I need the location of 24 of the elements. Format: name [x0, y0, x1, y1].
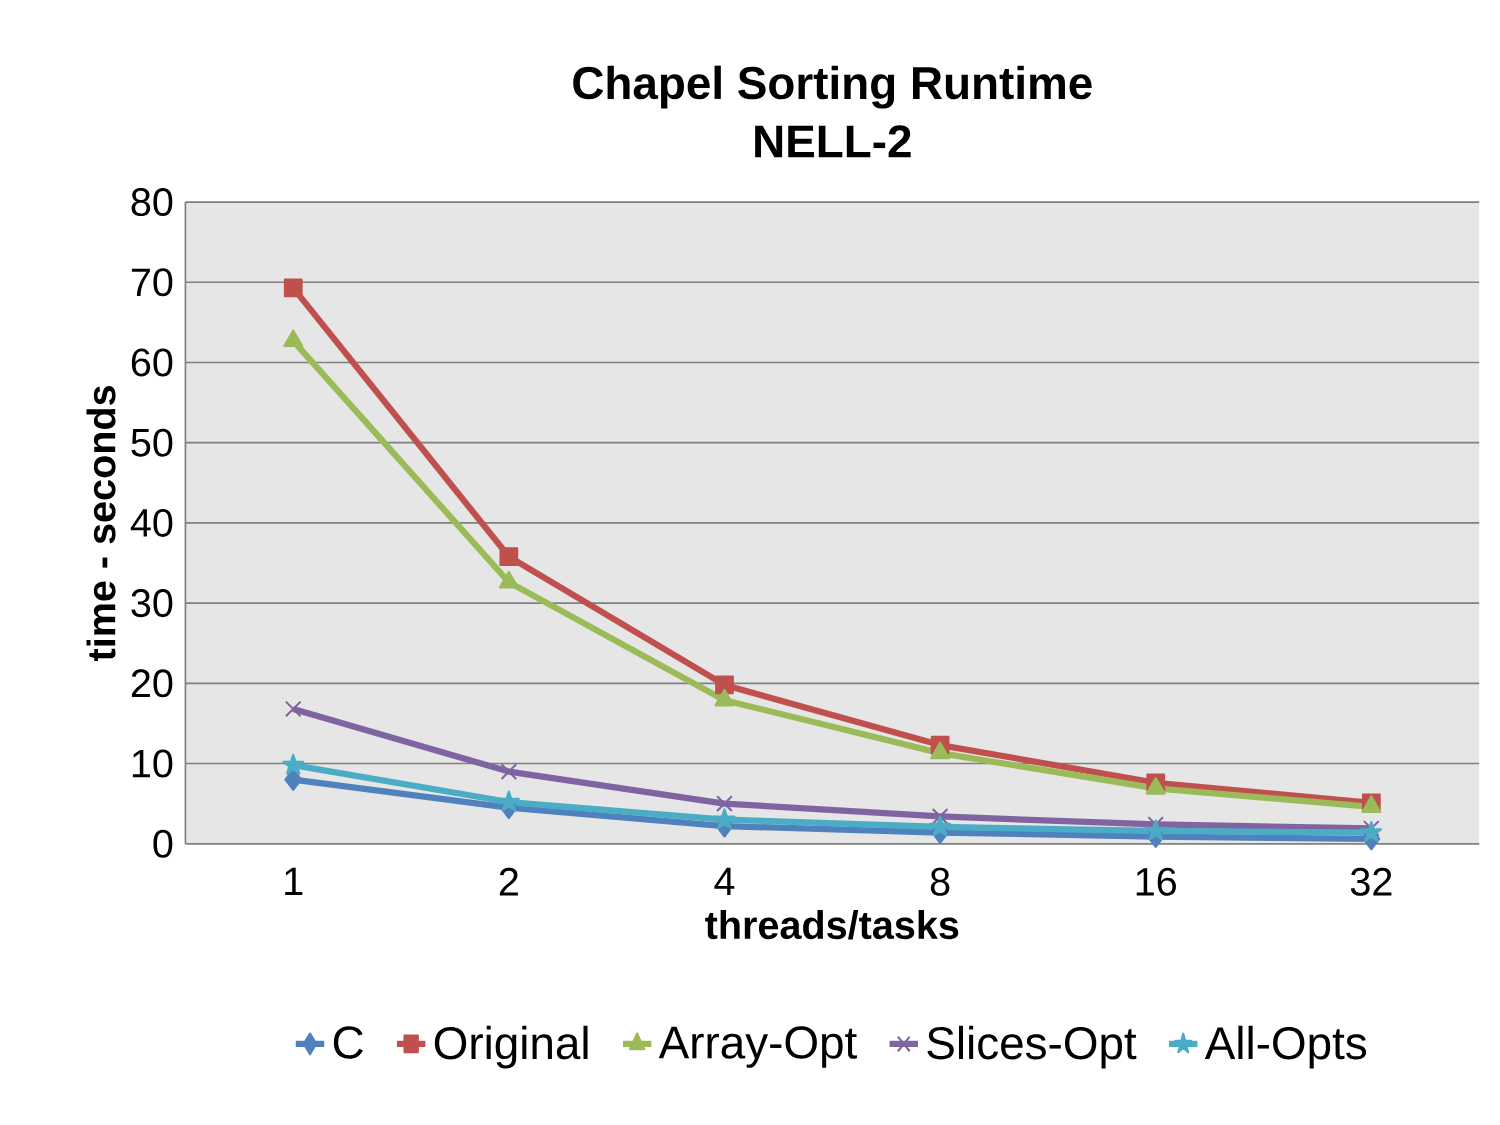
y-tick-label: 60 — [131, 348, 173, 377]
chart-subtitle: NELL-2 — [755, 125, 911, 158]
x-tick-label: 32 — [1350, 867, 1392, 896]
y-tick-label: 30 — [131, 589, 173, 618]
x-axis-title: threads/tasks — [705, 910, 959, 940]
x-tick-label: 4 — [714, 867, 735, 895]
legend-label: Slices-Opt — [927, 1025, 1137, 1069]
y-tick-label: 70 — [131, 268, 173, 297]
legend-label: C — [333, 1026, 363, 1059]
x-tick-label: 8 — [930, 867, 950, 896]
x-tick-label: 2 — [499, 867, 518, 896]
y-tick-label: 10 — [132, 749, 173, 778]
y-tick-label: 40 — [130, 508, 173, 537]
y-tick-label: 80 — [131, 188, 173, 217]
legend-label: All-Opts — [1204, 1025, 1367, 1069]
chart-title: Chapel Sorting Runtime — [573, 65, 1092, 109]
x-tick-label: 16 — [1136, 867, 1176, 896]
y-tick-label: 20 — [131, 669, 173, 698]
y-tick-label: 0 — [153, 829, 173, 858]
x-tick-label: 1 — [285, 867, 303, 895]
legend-label: Original — [434, 1025, 588, 1069]
y-axis-title: time - seconds — [86, 385, 116, 661]
legend-label: Array-Opt — [658, 1026, 857, 1068]
y-tick-label: 50 — [131, 428, 173, 457]
